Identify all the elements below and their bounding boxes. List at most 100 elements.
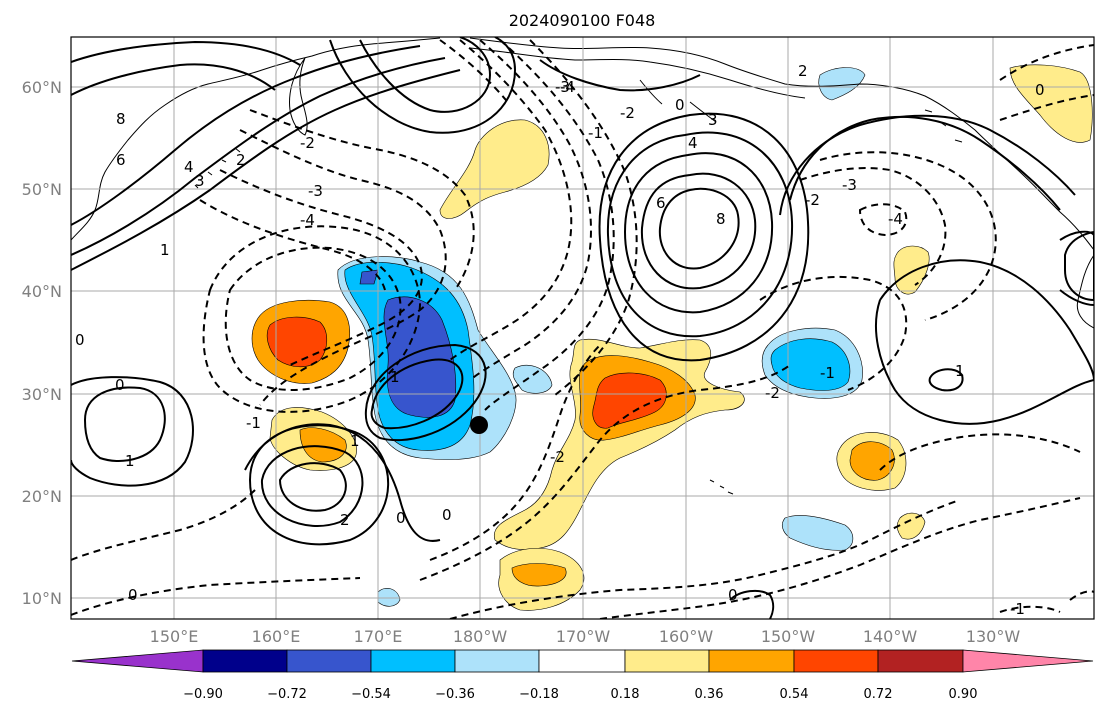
- contour-label: -4: [300, 211, 315, 229]
- contour-label: 1: [955, 362, 965, 380]
- lon-label: 180°W: [453, 627, 508, 646]
- lat-label: 40°N: [22, 282, 62, 301]
- contour-label: -4: [560, 78, 575, 96]
- lon-label: 140°W: [863, 627, 918, 646]
- colorbar-bin: [877, 649, 964, 673]
- contour-ridge-west-2: [71, 57, 446, 256]
- contour-label: 0: [115, 376, 125, 394]
- contour-trough-3: [484, 39, 615, 411]
- contour-southeast-dash: [879, 433, 1081, 471]
- contour-ridge-west-3: [71, 45, 421, 226]
- contour-north-mid: [539, 59, 701, 92]
- contour-south-dash-3: [449, 499, 961, 619]
- colorbar-tick-label: 0.72: [864, 687, 893, 702]
- colorbar-tick-label: 0.54: [780, 687, 809, 702]
- coastlines: [71, 37, 1094, 495]
- contour-east-3: [1059, 230, 1094, 306]
- colorbar-bin: [793, 649, 879, 673]
- contour-north-high-2: [329, 37, 517, 134]
- contour-label: 0: [128, 586, 138, 604]
- contour-east-dash-4: [759, 275, 908, 391]
- contour-label: 0: [75, 331, 85, 349]
- contour-east-loop: [874, 259, 1094, 425]
- anomaly-negative-south: [377, 587, 401, 607]
- lat-label: 60°N: [22, 78, 62, 97]
- contour-central-low-2: [364, 343, 487, 442]
- contour-south-low-west-2: [260, 445, 364, 527]
- contour-label: -1: [246, 414, 261, 432]
- contour-ridge-west-4: [71, 63, 276, 96]
- colorbar-tick-label: −0.36: [435, 687, 475, 702]
- contour-southeast-0: [729, 589, 775, 619]
- contour-sw-ring: [83, 386, 166, 462]
- colorbar-tick-label: −0.90: [183, 687, 223, 702]
- contour-east-dash-1: [799, 167, 947, 286]
- colorbar-tick-label: −0.72: [267, 687, 307, 702]
- contour-west-trough-3: [249, 109, 475, 291]
- contour-label: 8: [716, 210, 726, 228]
- contour-east-1: [789, 115, 1061, 211]
- lon-label: 170°E: [354, 627, 403, 646]
- contour-east-ring: [1064, 230, 1094, 302]
- anomaly-positive-east-small: [893, 245, 930, 295]
- contour-east-dash-3: [819, 151, 997, 321]
- anomaly-negative-east-core: [770, 338, 851, 391]
- contour-high-ring-4: [598, 112, 810, 362]
- contour-label: 6: [116, 151, 126, 169]
- anomaly-negative-east-patch: [512, 364, 553, 394]
- contour-high-ring-1: [640, 172, 757, 290]
- latitude-axis: 60°N 50°N 40°N 30°N 20°N 10°N: [22, 78, 62, 608]
- colorbar-bin: [202, 649, 288, 673]
- colorbar-bin: [538, 649, 626, 673]
- lon-label: 150°E: [150, 627, 199, 646]
- colorbar-extend-max: [962, 649, 1094, 673]
- contour-label: 0: [1035, 81, 1045, 99]
- contour-trough-5: [439, 39, 511, 106]
- contour-south-low-west: [278, 462, 347, 512]
- lon-label: 150°W: [761, 627, 816, 646]
- contour-label: 6: [656, 194, 666, 212]
- lat-label: 20°N: [22, 487, 62, 506]
- contour-label: -1: [588, 124, 603, 142]
- contour-label: 0: [442, 506, 452, 524]
- lat-label: 30°N: [22, 385, 62, 404]
- lat-label: 50°N: [22, 180, 62, 199]
- coast-north-america: [1076, 254, 1094, 329]
- colorbar: [71, 649, 1094, 673]
- lon-label: 160°W: [659, 627, 714, 646]
- contour-label: 2: [236, 151, 246, 169]
- anomaly-positive-central-strong: [592, 372, 667, 429]
- contour-ridge-west-5: [71, 40, 301, 66]
- colorbar-ticks: −0.90 −0.72 −0.54 −0.36 −0.18 0.18 0.36 …: [183, 687, 977, 702]
- coast-kuril: [194, 147, 241, 189]
- colorbar-bin: [370, 649, 456, 673]
- map-frame: [70, 36, 1095, 620]
- contour-label: 0: [675, 96, 685, 114]
- contour-south-dash-4: [599, 497, 1081, 619]
- contour-label: 3: [195, 172, 205, 190]
- lat-label: 10°N: [22, 589, 62, 608]
- colorbar-bin: [624, 649, 710, 673]
- contour-label: 3: [708, 111, 718, 129]
- contours-positive: [71, 37, 1094, 619]
- anomaly-positive-southeast-core: [849, 441, 895, 481]
- colorbar-bin: [286, 649, 372, 673]
- colorbar-bin: [454, 649, 540, 673]
- storm-position-marker: [470, 416, 488, 434]
- contour-label: 4: [688, 134, 698, 152]
- contour-zero-south: [244, 423, 441, 542]
- contour-label: -3: [555, 78, 570, 96]
- contour-label: 0: [396, 509, 406, 527]
- contour-label: -3: [308, 182, 323, 200]
- contour-south-dash-2: [429, 344, 601, 561]
- contour-label: 2: [340, 511, 350, 529]
- anomaly-positive-west-core: [266, 316, 328, 368]
- colorbar-tick-label: 0.18: [611, 687, 640, 702]
- colorbar-extend-min: [71, 649, 204, 673]
- contours-negative: [71, 39, 1094, 619]
- anomaly-positive-southwest-core: [299, 427, 347, 463]
- map-panel: 8 8 6 6 4 4 3 3 2 2 2 1 1 1 1 1 0 0 0 0: [70, 36, 1095, 620]
- contour-label: 8: [116, 110, 126, 128]
- contour-east-dash-2: [858, 203, 908, 237]
- contour-label: -2: [805, 191, 820, 209]
